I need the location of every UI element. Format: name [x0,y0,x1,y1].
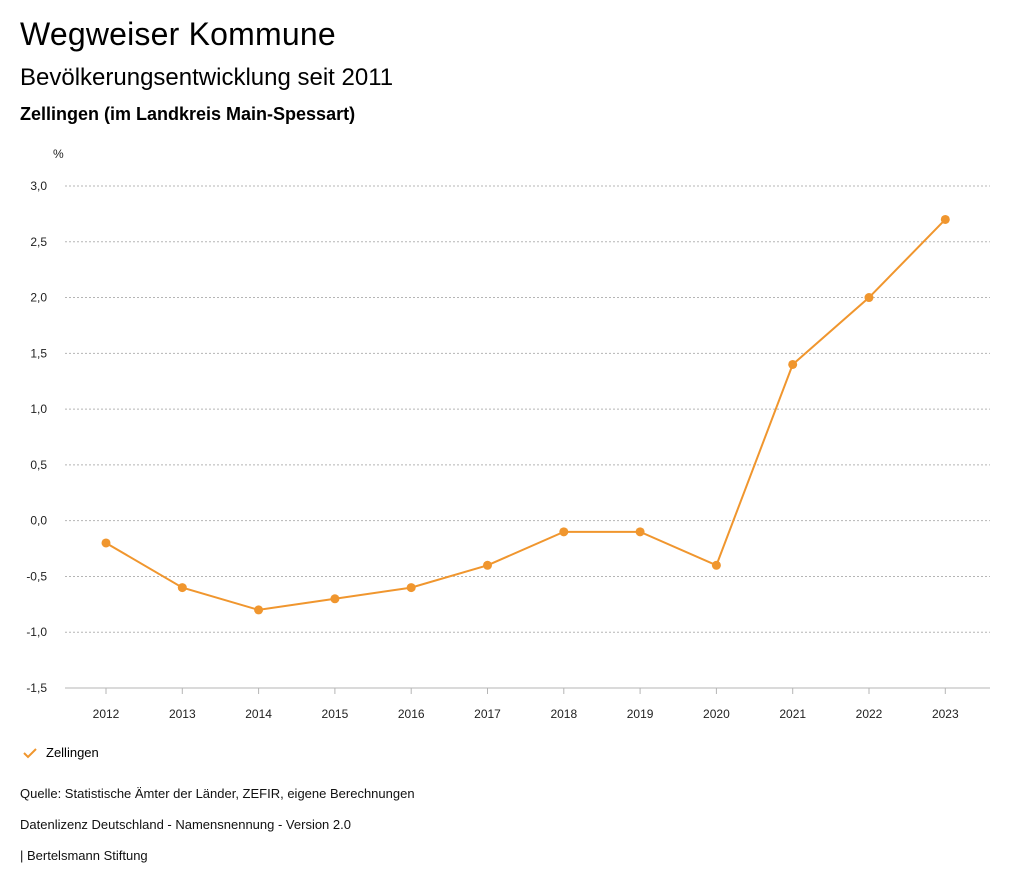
y-tick-label: 1,5 [30,346,47,360]
x-tick-label: 2023 [932,707,959,721]
y-axis-ticks: 3,0 2,5 2,0 1,5 1,0 0,5 0,0 -0,5 -1,0 -1,5 [26,179,47,695]
page-title: Wegweiser Kommune [20,16,336,52]
y-tick-label: 0,0 [30,514,47,528]
y-tick-label: -0,5 [26,569,47,583]
x-tick-label: 2012 [93,707,120,721]
y-axis-unit-label: % [53,147,64,161]
data-point[interactable] [864,293,874,303]
y-tick-label: -1,5 [26,681,47,695]
data-point[interactable] [177,583,187,593]
data-point[interactable] [254,605,264,615]
data-point[interactable] [940,214,950,224]
data-point[interactable] [711,560,721,570]
checkmark-icon [23,747,37,758]
x-tick-label: 2022 [856,707,883,721]
x-tick-label: 2013 [169,707,196,721]
y-tick-label: 0,5 [30,458,47,472]
y-tick-label: 2,5 [30,235,47,249]
source-note: Quelle: Statistische Ämter der Länder, Z… [20,786,415,801]
x-axis-ticks: 2012 2013 2014 2015 2016 2017 2018 2019 2020 2021… [93,688,959,721]
credit-note: | Bertelsmann Stiftung [20,848,148,863]
data-point[interactable] [483,560,492,570]
data-point[interactable] [788,359,798,369]
x-tick-label: 2017 [474,707,501,721]
region-title: Zellingen (im Landkreis Main-Spessart) [20,104,356,124]
series-line [105,218,947,611]
chart-subtitle: Bevölkerungsentwicklung seit 2011 [20,64,394,91]
y-tick-label: -1,0 [26,625,47,639]
y-tick-label: 1,0 [30,402,47,416]
grid-lines [65,185,990,689]
x-tick-label: 2021 [779,707,806,721]
x-tick-label: 2019 [627,707,654,721]
y-tick-label: 3,0 [30,179,47,193]
legend-label: Zellingen [46,745,99,760]
series-group [101,214,950,615]
data-point[interactable] [635,527,645,537]
license-note: Datenlizenz Deutschland - Namensnennung … [20,817,351,832]
x-tick-label: 2016 [398,707,425,721]
x-tick-label: 2014 [245,707,272,721]
data-point[interactable] [101,538,111,548]
x-tick-label: 2020 [703,707,730,721]
data-point[interactable] [559,527,569,537]
legend[interactable]: Zellingen [22,745,99,760]
data-point[interactable] [406,583,416,593]
data-point[interactable] [330,594,340,604]
y-tick-label: 2,0 [30,291,47,305]
x-tick-label: 2018 [550,707,577,721]
x-tick-label: 2015 [322,707,349,721]
